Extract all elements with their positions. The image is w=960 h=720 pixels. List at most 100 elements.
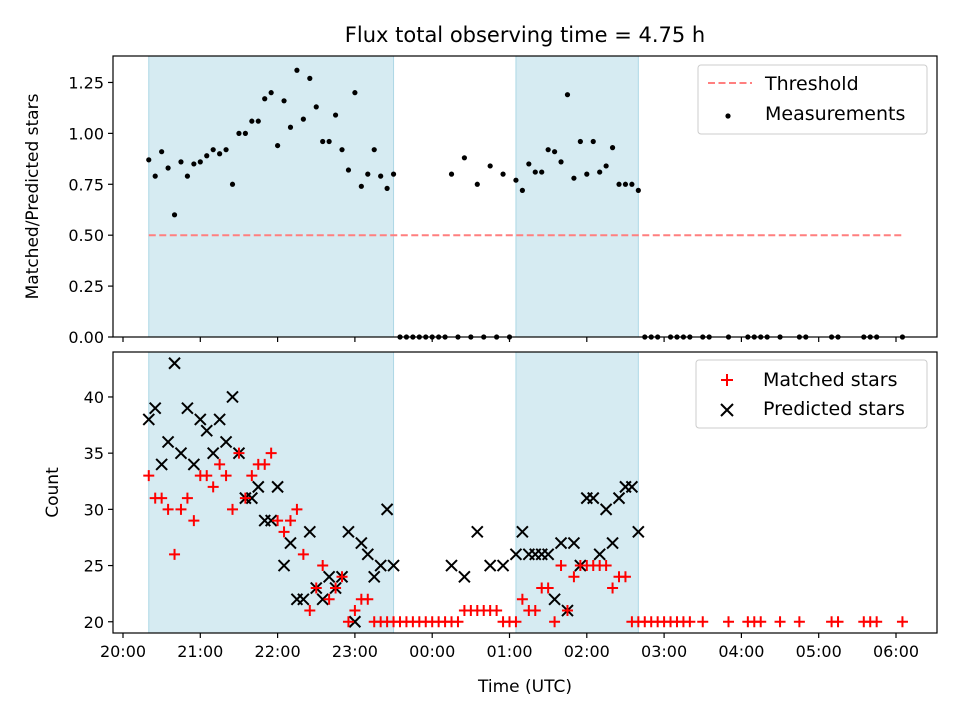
- matched-star-marker: [297, 548, 309, 560]
- measurement-point: [603, 163, 609, 169]
- matched-star-marker: [310, 582, 322, 594]
- predicted-star-marker: [625, 480, 639, 494]
- matched-star-marker: [529, 605, 541, 617]
- bottom-panel: 20 25 30 35 40 20:00 21:00 22:00 23:00 00:00 01:00…: [43, 351, 938, 661]
- measurement-point: [358, 183, 364, 189]
- predicted-star-marker: [316, 593, 329, 606]
- predicted-star-marker: [567, 536, 581, 550]
- predicted-star-marker: [206, 446, 220, 460]
- measurement-point: [204, 153, 210, 159]
- measurement-point: [448, 171, 455, 177]
- matched-star-marker: [220, 470, 232, 482]
- predicted-star-marker: [471, 525, 484, 539]
- predicted-star-marker: [355, 536, 368, 550]
- matched-star-marker: [342, 616, 354, 628]
- top-y-tick-label: 1.00: [68, 124, 104, 143]
- measurement-point: [159, 149, 165, 155]
- matched-star-marker: [832, 616, 844, 628]
- predicted-star-marker: [632, 525, 645, 539]
- bottom-legend: Matched stars Predicted stars: [695, 359, 928, 429]
- predicted-star-marker: [593, 548, 606, 561]
- matched-star-marker: [272, 515, 284, 527]
- predicted-star-marker: [219, 435, 233, 449]
- predicted-star-marker: [348, 615, 362, 628]
- top-y-tick-label: 1.25: [68, 73, 104, 92]
- x-tick-label: 02:00: [564, 642, 610, 661]
- legend-threshold-label: Threshold: [764, 73, 859, 95]
- measurement-point: [564, 92, 571, 98]
- measurement-point: [242, 130, 248, 136]
- predicted-star-marker: [297, 593, 310, 606]
- bottom-axes-frame: [112, 351, 938, 634]
- bottom-y-tick-label: 30: [84, 500, 104, 519]
- predicted-star-marker: [161, 435, 175, 449]
- observing-interval: [515, 55, 639, 338]
- predicted-star-marker: [599, 503, 613, 516]
- predicted-star-marker: [303, 525, 317, 539]
- bottom-y-tick-label: 25: [84, 557, 104, 576]
- x-tick-label: 20:00: [100, 642, 146, 661]
- x-tick-label: 01:00: [486, 642, 532, 661]
- measurement-point: [262, 96, 268, 102]
- predicted-star-marker: [612, 491, 626, 505]
- bottom-y-tick-label: 40: [84, 388, 104, 407]
- x-tick-label: 21:00: [177, 642, 223, 661]
- x-tick-label: 05:00: [796, 642, 842, 661]
- measurement-point: [300, 116, 306, 122]
- measurement-point: [577, 138, 583, 145]
- matched-star-marker: [291, 503, 303, 515]
- top-y-axis-label: Matched/Predicted stars: [23, 93, 43, 299]
- matched-star-marker: [156, 492, 168, 504]
- matched-star-marker: [568, 571, 580, 583]
- predicted-star-marker: [606, 536, 619, 550]
- predicted-star-marker: [368, 570, 381, 584]
- matched-star-marker: [542, 582, 554, 594]
- matched-star-marker: [793, 616, 805, 628]
- predicted-star-marker: [483, 559, 497, 572]
- measurement-point: [217, 151, 223, 157]
- measurement-point: [345, 167, 352, 173]
- matched-star-marker: [774, 616, 786, 628]
- legend-predicted-label: Predicted stars: [763, 398, 905, 420]
- predicted-star-marker: [245, 491, 259, 505]
- x-tick-label: 04:00: [718, 642, 764, 661]
- top-legend-box: [697, 64, 928, 135]
- measurement-point: [629, 181, 635, 187]
- measurement-point: [255, 118, 261, 124]
- measurement-point: [526, 161, 532, 167]
- bottom-legend-box: [695, 359, 928, 429]
- matched-star-marker: [214, 458, 226, 470]
- matched-star-marker: [619, 571, 631, 583]
- top-y-tick-label: 0.50: [68, 226, 104, 245]
- measurement-point: [191, 161, 197, 167]
- matched-star-marker: [452, 616, 464, 628]
- measurement-point: [551, 149, 558, 155]
- predicted-star-marker: [174, 446, 188, 460]
- measurement-point: [165, 165, 171, 171]
- predicted-star-marker: [155, 458, 168, 471]
- top-axes-frame: [112, 55, 938, 338]
- legend-measurements-swatch: [725, 113, 731, 119]
- matched-star-marker: [697, 616, 709, 628]
- measurement-point: [371, 147, 377, 153]
- matched-star-marker: [317, 560, 329, 572]
- measurement-point: [294, 67, 300, 73]
- measurement-point: [268, 90, 274, 96]
- measurement-point: [584, 171, 590, 177]
- measurement-point: [378, 173, 384, 179]
- matched-star-marker: [143, 470, 155, 482]
- observing-interval: [148, 351, 395, 634]
- predicted-star-marker: [554, 536, 568, 550]
- predicted-star-marker: [548, 593, 561, 606]
- matched-star-marker: [162, 503, 174, 515]
- predicted-star-marker: [516, 525, 529, 539]
- measurement-point: [384, 185, 390, 191]
- measurement-point: [249, 118, 255, 124]
- matched-star-marker: [723, 616, 735, 628]
- predicted-star-marker: [252, 480, 265, 494]
- measurement-point: [474, 181, 480, 187]
- measurement-point: [519, 187, 525, 193]
- matched-star-marker: [284, 515, 296, 527]
- predicted-star-marker: [458, 570, 471, 584]
